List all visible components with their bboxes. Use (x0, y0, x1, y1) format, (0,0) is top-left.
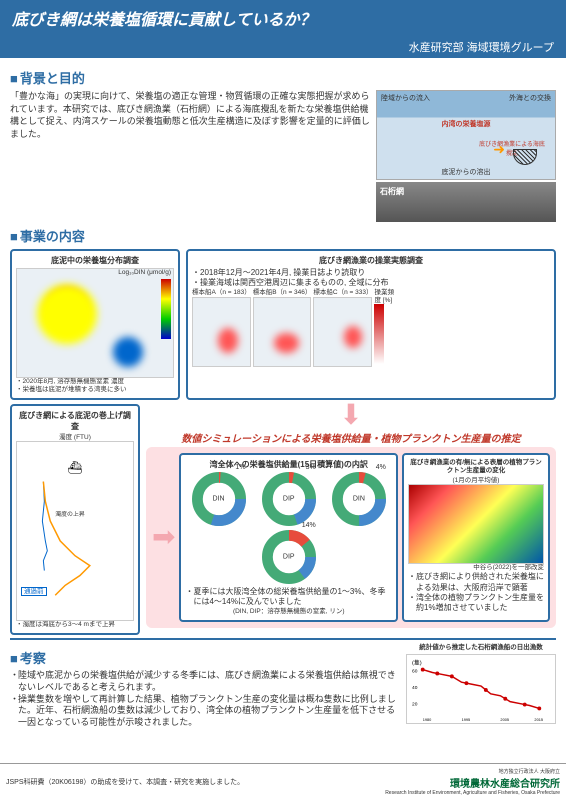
svg-text:濁度の上昇: 濁度の上昇 (55, 511, 85, 519)
svg-text:⛴: ⛴ (67, 461, 82, 475)
diagram-column: 陸域からの流入 外海との交換 内湾の栄養塩源 底びき網漁業による海底攪乱 底泥か… (376, 90, 556, 222)
plankton-map (408, 484, 544, 564)
profile-pass: 通過前 (21, 587, 47, 597)
sediment-note2: ・栄養塩は底泥が堆積する湾奥に多い (16, 386, 174, 394)
freq-title: 操業頻度 [%] (374, 289, 394, 305)
plankton-b2: 湾全体の植物プランクトン生産量を約1%増加させていました (408, 593, 544, 614)
freq-colorbar (374, 304, 384, 364)
affiliation: 水産研究部 海域環境グループ (0, 36, 566, 58)
map-c (313, 297, 372, 367)
svg-text:1980: 1980 (423, 717, 432, 722)
donut-title: 湾全体への栄養塩供給量(15日積算値)の内訳 (185, 459, 392, 470)
arrow-down-icon: ⬇ (146, 404, 556, 426)
ship-photo: 石桁網 (376, 182, 556, 222)
ops-b2: 操業海域は関西空港周辺に集まるものの, 全域に分布 (192, 278, 550, 288)
panel-timeseries: 統計値から推定した石桁網漁船の日出漁数 (隻) 60 40 20 1980 1995 2… (406, 644, 556, 728)
ops-b1: 2018年12月～2021年4月, 操業日誌より読取り (192, 268, 550, 278)
profile-xlabel: 濁度 (FTU) (16, 434, 134, 442)
ship-a: 標本船A（n = 183） (192, 289, 251, 297)
plankton-sub: (1月の月平均値) (408, 477, 544, 485)
footer: JSPS科研費（20K06198）の助成を受けて、本調査・研究を実施しました。 … (0, 763, 566, 800)
profile-note: ・濁度は海底から3～4 mまで上昇 (16, 621, 134, 629)
funding-note: JSPS科研費（20K06198）の助成を受けて、本調査・研究を実施しました。 (6, 777, 244, 787)
ts-ylabel: (隻) (412, 659, 422, 667)
svg-text:40: 40 (412, 685, 418, 691)
panel-plankton: 底びき網漁業の有/無による表層の植物プランクトン生産量の変化 (1月の月平均値)… (402, 453, 550, 622)
net-icon (513, 149, 537, 165)
svg-text:60: 60 (412, 668, 418, 674)
donut-din-winter: 4%DIN (332, 472, 386, 526)
arrow-right-icon: ➡ (152, 526, 175, 548)
footer-sub2: Research Institute of Environment, Agric… (385, 790, 560, 796)
content: 背景と目的 「豊かな海」の実現に向けて、栄養塩の適正な管理・物質循環の正確な実態… (0, 58, 566, 733)
ship-b: 標本船B（n = 346） (253, 289, 312, 297)
plankton-b1: 底びき網により供給された栄養塩による効果は、大阪府沿岸で顕著 (408, 572, 544, 593)
footer-org: 環境農林水産総合研究所 (450, 779, 560, 790)
sediment-map: Log₁₀DIN (μmol/g) (16, 268, 174, 378)
donut-dip-winter: 14%DIP (262, 530, 316, 584)
ship-label: 石桁網 (380, 186, 404, 197)
intro-text: 「豊かな海」の実現に向けて、栄養塩の適正な管理・物質循環の正確な実態把握が求めら… (10, 90, 370, 222)
disc-b2: 操業隻数を増やして再計算した結果、植物プランクトン生産の変化量は概ね隻数に比例し… (10, 694, 400, 729)
panel-sediment: 底泥中の栄養塩分布調査 Log₁₀DIN (μmol/g) ・2020年8月, … (10, 249, 180, 400)
arrow-icon: ➜ (493, 141, 505, 158)
legend-colorbar (161, 279, 171, 339)
nutrient-diagram: 陸域からの流入 外海との交換 内湾の栄養塩源 底びき網漁業による海底攪乱 底泥か… (376, 90, 556, 180)
map-a (192, 297, 251, 367)
ts-title: 統計値から推定した石桁網漁船の日出漁数 (406, 644, 556, 652)
legend-title: Log₁₀DIN (μmol/g) (118, 269, 171, 277)
plankton-cite: 中谷ら(2022)を一部改変 (408, 564, 544, 572)
section-content: 事業の内容 (10, 226, 556, 245)
title-bar: 底びき網は栄養塩循環に貢献しているか？ (0, 0, 566, 36)
ship-c: 標本船C（n = 333） (313, 289, 372, 297)
ops-title: 底びき網漁業の操業実態調査 (192, 255, 550, 266)
panel-donut: 湾全体への栄養塩供給量(15日積算値)の内訳 1%DIN 3%DIP 4%DIN… (179, 453, 398, 622)
lbl-exchange: 外海との交換 (509, 93, 551, 103)
ops-maps: 標本船A（n = 183） 標本船B（n = 346） 標本船C（n = 333… (192, 289, 550, 367)
donut-note: (DIN, DIP：溶存態無機態の窒素, リン) (185, 608, 392, 616)
donut-b1: 夏季には大阪湾全体の総栄養塩供給量の1～3%、冬季には4～14%に及んでいました (185, 587, 392, 608)
svg-text:20: 20 (412, 701, 418, 707)
svg-text:1995: 1995 (462, 717, 471, 722)
donut-din-summer: 1%DIN (192, 472, 246, 526)
lbl-inflow: 陸域からの流入 (381, 93, 430, 103)
map-b (253, 297, 312, 367)
section-discussion: 考察 (10, 648, 400, 667)
profile-chart: ⛴ 濁度の上昇 通過前 (16, 441, 134, 621)
panel-operations: 底びき網漁業の操業実態調査 2018年12月～2021年4月, 操業日誌より読取… (186, 249, 556, 400)
donut-dip-summer: 3%DIP (262, 472, 316, 526)
ts-chart: (隻) 60 40 20 1980 1995 2005 2015 (406, 654, 556, 724)
sediment-title: 底泥中の栄養塩分布調査 (16, 255, 174, 266)
footer-sub1: 地方独立行政法人 大阪府立 (385, 768, 560, 775)
svg-text:2005: 2005 (500, 717, 509, 722)
disc-b1: 陸域や底泥からの栄養塩供給が減少する冬季には、底びき網漁業による栄養塩供給は無視… (10, 670, 400, 693)
plankton-title: 底びき網漁業の有/無による表層の植物プランクトン生産量の変化 (408, 459, 544, 475)
lbl-source: 内湾の栄養塩源 (442, 119, 491, 129)
svg-text:2015: 2015 (534, 717, 543, 722)
profile-title: 底びき網による底泥の巻上げ調査 (16, 410, 134, 432)
pink-sim-box: ➡ 湾全体への栄養塩供給量(15日積算値)の内訳 1%DIN 3%DIP 4%D… (146, 447, 556, 628)
panel-profile: 底びき網による底泥の巻上げ調査 濁度 (FTU) ⛴ 濁度の上昇 通過前 ・濁度… (10, 404, 140, 636)
lbl-release: 底泥からの溶出 (442, 167, 491, 177)
page-title: 底びき網は栄養塩循環に貢献しているか？ (12, 6, 554, 30)
sediment-note1: ・2020年8月, 溶存態無機態窒素 濃度 (16, 378, 174, 386)
sim-header: 数値シミュレーションによる栄養塩供給量・植物プランクトン生産量の推定 (146, 430, 556, 445)
section-background: 背景と目的 (10, 68, 556, 87)
